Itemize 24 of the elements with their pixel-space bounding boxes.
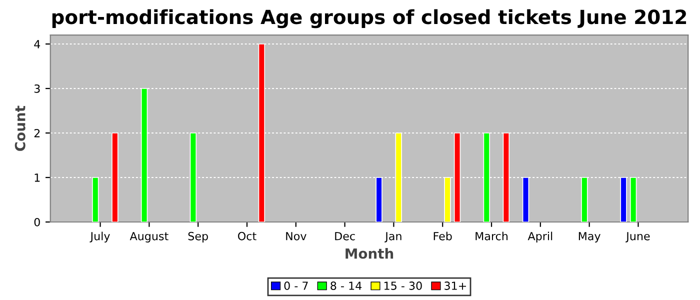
x-tick-label: August	[130, 232, 168, 242]
x-tick-label: Jan	[384, 232, 402, 242]
x-tick-label: Sep	[188, 232, 208, 242]
x-tick-label: May	[578, 232, 600, 242]
x-tick-label: Dec	[335, 232, 355, 240]
y-tick-label: 3	[34, 84, 40, 93]
legend-label: 31+	[444, 282, 466, 290]
x-tick-label: June	[626, 232, 650, 242]
legend-label: 8 - 14	[330, 282, 362, 290]
x-tick-label: Nov	[286, 232, 306, 240]
y-tick-label: 0	[34, 218, 40, 226]
x-axis-title: Month	[346, 248, 394, 259]
x-tick-label: Oct	[238, 232, 256, 240]
legend-label: 15 - 30	[384, 282, 422, 290]
legend-label: 0 - 7	[284, 282, 308, 290]
x-tick-label: March	[476, 232, 508, 240]
y-axis-title: Count	[14, 106, 26, 151]
y-tick-label: 2	[34, 128, 40, 138]
x-tick-label: April	[528, 232, 552, 242]
x-tick-label: July	[90, 232, 110, 242]
y-tick-label: 4	[34, 40, 40, 48]
y-tick-label: 1	[34, 174, 40, 182]
x-tick-label: Feb	[434, 232, 452, 240]
chart-title: port-modifications Age groups of closed tickets June 2012	[52, 9, 686, 28]
